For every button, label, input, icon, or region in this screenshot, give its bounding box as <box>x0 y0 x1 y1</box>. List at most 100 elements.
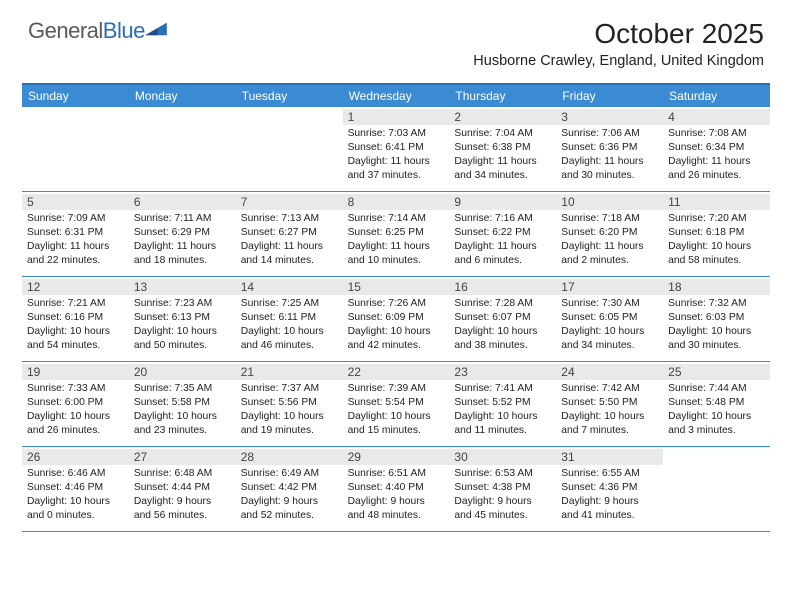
day-header: Saturday <box>663 85 770 107</box>
day-number: 22 <box>343 364 450 380</box>
day-number: 11 <box>663 194 770 210</box>
day-number: 6 <box>129 194 236 210</box>
daylight-line: Daylight: 11 hours and 34 minutes. <box>454 155 551 183</box>
sunset-line: Sunset: 5:50 PM <box>561 396 658 410</box>
calendar-cell: 2 Sunrise: 7:04 AMSunset: 6:38 PMDaylight… <box>449 107 556 191</box>
daylight-line: Daylight: 10 hours and 58 minutes. <box>668 240 765 268</box>
calendar-cell: 18Sunrise: 7:32 AMSunset: 6:03 PMDayligh… <box>663 277 770 361</box>
week-row: 19Sunrise: 7:33 AMSunset: 6:00 PMDayligh… <box>22 362 770 447</box>
calendar-cell <box>663 447 770 531</box>
sunset-line: Sunset: 6:09 PM <box>348 311 445 325</box>
sunset-line: Sunset: 6:38 PM <box>454 141 551 155</box>
day-header: Monday <box>129 85 236 107</box>
sunset-line: Sunset: 6:41 PM <box>348 141 445 155</box>
daylight-line: Daylight: 10 hours and 7 minutes. <box>561 410 658 438</box>
calendar-cell: 24Sunrise: 7:42 AMSunset: 5:50 PMDayligh… <box>556 362 663 446</box>
day-number: 16 <box>449 279 556 295</box>
sunrise-line: Sunrise: 7:03 AM <box>348 127 445 141</box>
daylight-line: Daylight: 9 hours and 45 minutes. <box>454 495 551 523</box>
sunset-line: Sunset: 6:03 PM <box>668 311 765 325</box>
sunset-line: Sunset: 6:20 PM <box>561 226 658 240</box>
sunrise-line: Sunrise: 7:39 AM <box>348 382 445 396</box>
location: Husborne Crawley, England, United Kingdo… <box>473 53 764 69</box>
calendar-cell: 5Sunrise: 7:09 AMSunset: 6:31 PMDaylight… <box>22 192 129 276</box>
day-number: 1 <box>343 109 450 125</box>
day-number: 12 <box>22 279 129 295</box>
calendar-cell: 16Sunrise: 7:28 AMSunset: 6:07 PMDayligh… <box>449 277 556 361</box>
daylight-line: Daylight: 10 hours and 50 minutes. <box>134 325 231 353</box>
day-number: 5 <box>22 194 129 210</box>
day-number <box>663 449 770 465</box>
sunset-line: Sunset: 6:22 PM <box>454 226 551 240</box>
day-number <box>22 109 129 125</box>
daylight-line: Daylight: 9 hours and 41 minutes. <box>561 495 658 523</box>
sunset-line: Sunset: 6:25 PM <box>348 226 445 240</box>
calendar-cell: 30 Sunrise: 6:53 AMSunset: 4:38 PMDayligh… <box>449 447 556 531</box>
sunset-line: Sunset: 5:54 PM <box>348 396 445 410</box>
calendar-cell: 31Sunrise: 6:55 AMSunset: 4:36 PMDayligh… <box>556 447 663 531</box>
day-number: 14 <box>236 279 343 295</box>
daylight-line: Daylight: 11 hours and 14 minutes. <box>241 240 338 268</box>
calendar-cell: 4Sunrise: 7:08 AMSunset: 6:34 PMDaylight… <box>663 107 770 191</box>
day-number: 3 <box>556 109 663 125</box>
day-number: 21 <box>236 364 343 380</box>
sunset-line: Sunset: 6:05 PM <box>561 311 658 325</box>
calendar-cell: 17Sunrise: 7:30 AMSunset: 6:05 PMDayligh… <box>556 277 663 361</box>
week-row: 26Sunrise: 6:46 AMSunset: 4:46 PMDayligh… <box>22 447 770 532</box>
sunset-line: Sunset: 4:38 PM <box>454 481 551 495</box>
calendar-cell: 6Sunrise: 7:11 AMSunset: 6:29 PMDaylight… <box>129 192 236 276</box>
sunset-line: Sunset: 6:31 PM <box>27 226 124 240</box>
sunrise-line: Sunrise: 7:23 AM <box>134 297 231 311</box>
sunrise-line: Sunrise: 7:44 AM <box>668 382 765 396</box>
daylight-line: Daylight: 11 hours and 30 minutes. <box>561 155 658 183</box>
daylight-line: Daylight: 10 hours and 0 minutes. <box>27 495 124 523</box>
calendar-cell: 11Sunrise: 7:20 AMSunset: 6:18 PMDayligh… <box>663 192 770 276</box>
calendar-cell <box>129 107 236 191</box>
sunrise-line: Sunrise: 7:04 AM <box>454 127 551 141</box>
daylight-line: Daylight: 10 hours and 15 minutes. <box>348 410 445 438</box>
sunset-line: Sunset: 4:42 PM <box>241 481 338 495</box>
day-number: 2 <box>449 109 556 125</box>
day-number: 7 <box>236 194 343 210</box>
daylight-line: Daylight: 10 hours and 38 minutes. <box>454 325 551 353</box>
sunrise-line: Sunrise: 7:21 AM <box>27 297 124 311</box>
calendar-cell: 1Sunrise: 7:03 AMSunset: 6:41 PMDaylight… <box>343 107 450 191</box>
day-number: 4 <box>663 109 770 125</box>
sunset-line: Sunset: 4:40 PM <box>348 481 445 495</box>
calendar-cell: 29Sunrise: 6:51 AMSunset: 4:40 PMDayligh… <box>343 447 450 531</box>
daylight-line: Daylight: 11 hours and 18 minutes. <box>134 240 231 268</box>
calendar-cell: 7Sunrise: 7:13 AMSunset: 6:27 PMDaylight… <box>236 192 343 276</box>
sunrise-line: Sunrise: 7:20 AM <box>668 212 765 226</box>
calendar-cell: 27Sunrise: 6:48 AMSunset: 4:44 PMDayligh… <box>129 447 236 531</box>
calendar-cell: 28Sunrise: 6:49 AMSunset: 4:42 PMDayligh… <box>236 447 343 531</box>
sunrise-line: Sunrise: 7:35 AM <box>134 382 231 396</box>
sunset-line: Sunset: 6:34 PM <box>668 141 765 155</box>
sunrise-line: Sunrise: 7:14 AM <box>348 212 445 226</box>
day-number: 30 <box>449 449 556 465</box>
sunset-line: Sunset: 5:48 PM <box>668 396 765 410</box>
sunrise-line: Sunrise: 6:53 AM <box>454 467 551 481</box>
sunrise-line: Sunrise: 7:08 AM <box>668 127 765 141</box>
day-number: 13 <box>129 279 236 295</box>
daylight-line: Daylight: 11 hours and 10 minutes. <box>348 240 445 268</box>
day-number: 10 <box>556 194 663 210</box>
daylight-line: Daylight: 10 hours and 3 minutes. <box>668 410 765 438</box>
day-header: Thursday <box>449 85 556 107</box>
daylight-line: Daylight: 10 hours and 54 minutes. <box>27 325 124 353</box>
logo-text-blue: Blue <box>103 18 145 43</box>
calendar-cell: 23Sunrise: 7:41 AMSunset: 5:52 PMDayligh… <box>449 362 556 446</box>
month-title: October 2025 <box>473 18 764 50</box>
calendar-cell: 20Sunrise: 7:35 AMSunset: 5:58 PMDayligh… <box>129 362 236 446</box>
calendar-cell: 9Sunrise: 7:16 AMSunset: 6:22 PMDaylight… <box>449 192 556 276</box>
day-number: 29 <box>343 449 450 465</box>
week-row: 12Sunrise: 7:21 AMSunset: 6:16 PMDayligh… <box>22 277 770 362</box>
day-header: Tuesday <box>236 85 343 107</box>
day-number: 17 <box>556 279 663 295</box>
logo-text: GeneralBlue <box>28 18 145 44</box>
day-number: 19 <box>22 364 129 380</box>
sunrise-line: Sunrise: 7:09 AM <box>27 212 124 226</box>
calendar-cell: 25Sunrise: 7:44 AMSunset: 5:48 PMDayligh… <box>663 362 770 446</box>
day-number <box>129 109 236 125</box>
sunset-line: Sunset: 6:13 PM <box>134 311 231 325</box>
calendar-cell: 22 Sunrise: 7:39 AMSunset: 5:54 PMDayligh… <box>343 362 450 446</box>
